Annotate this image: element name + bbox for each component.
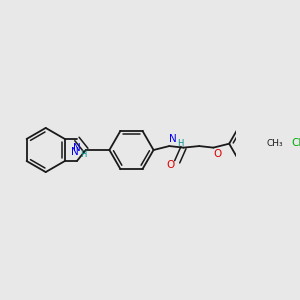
- Text: H: H: [80, 150, 86, 159]
- Text: CH₃: CH₃: [267, 139, 283, 148]
- Text: O: O: [213, 149, 221, 159]
- Text: H: H: [177, 139, 184, 148]
- Text: N: N: [71, 147, 79, 157]
- Text: N: N: [169, 134, 176, 144]
- Text: N: N: [73, 143, 81, 153]
- Text: O: O: [167, 160, 175, 170]
- Text: Cl: Cl: [292, 138, 300, 148]
